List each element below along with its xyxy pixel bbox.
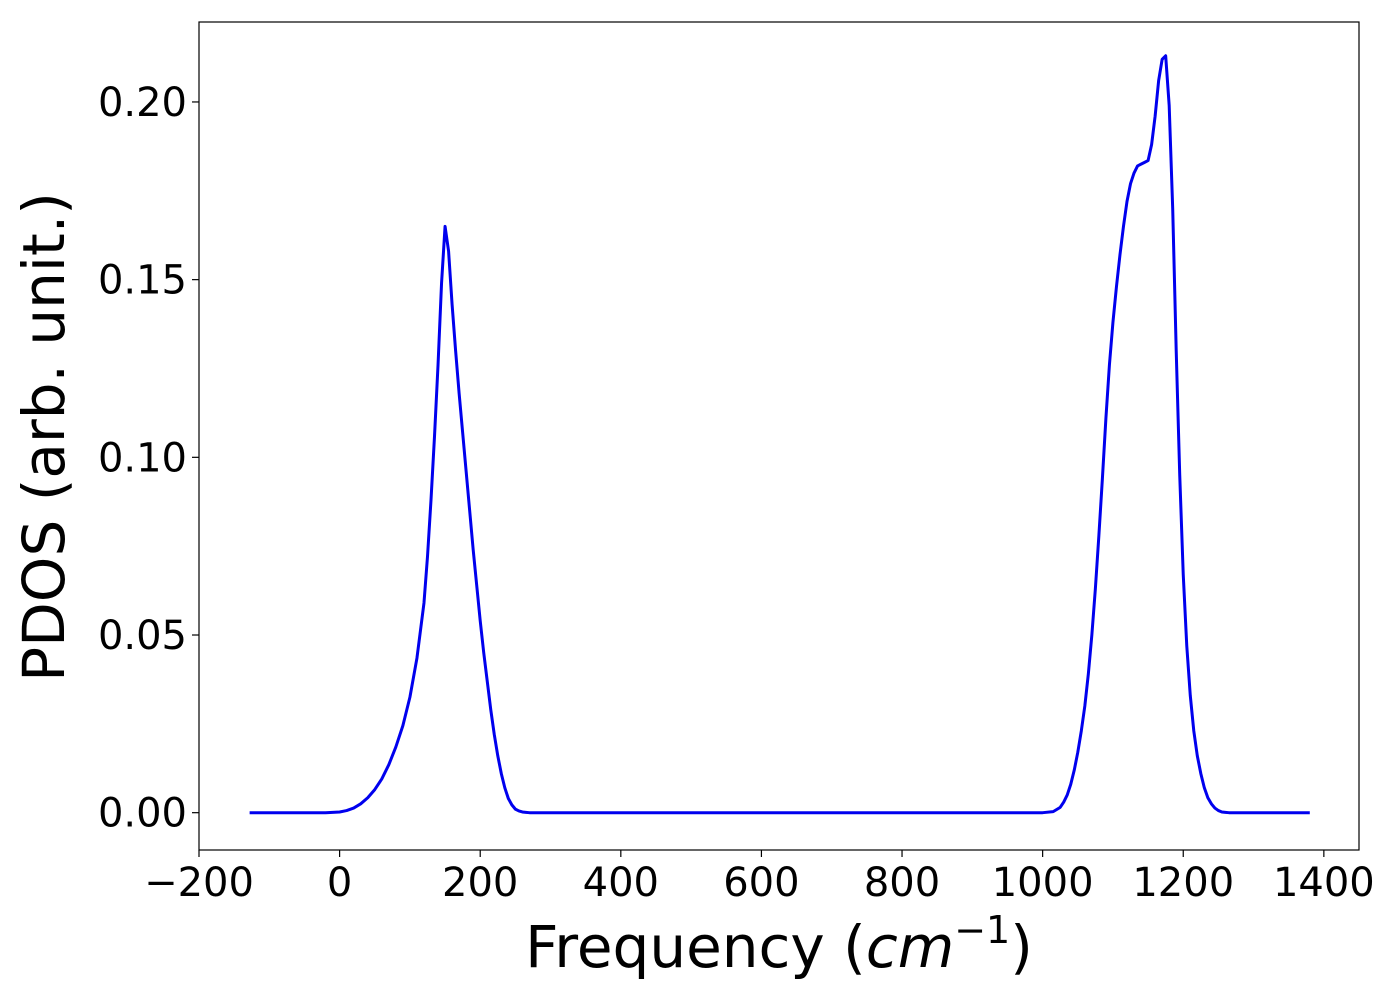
y-tick-label: 0.15 <box>98 258 187 304</box>
x-tick-label: 1000 <box>992 860 1094 906</box>
x-tick-label: −200 <box>144 860 254 906</box>
y-tick-label: 0.00 <box>98 791 187 837</box>
plot-area <box>249 54 1310 815</box>
series-line-0 <box>249 54 1310 815</box>
x-axis: −200 0 200 400 600 800 1000 1200 1400 <box>144 850 1375 906</box>
axes-frame <box>198 21 1360 851</box>
y-tick-label: 0.05 <box>98 613 187 659</box>
y-tick-label: 0.10 <box>98 435 187 481</box>
x-tick-label: 800 <box>864 860 940 906</box>
x-tick-label: 1400 <box>1273 860 1375 906</box>
x-axis-label: Frequency (cm−1) <box>525 908 1033 981</box>
x-tick-label: 200 <box>442 860 518 906</box>
y-axis-label: PDOS (arb. unit.) <box>10 192 78 682</box>
x-tick-label: 600 <box>723 860 799 906</box>
x-tick-label: 400 <box>583 860 659 906</box>
x-tick-label: 0 <box>327 860 352 906</box>
x-tick-label: 1200 <box>1132 860 1234 906</box>
y-axis: 0.00 0.05 0.10 0.15 0.20 <box>98 80 199 837</box>
y-tick-label: 0.20 <box>98 80 187 126</box>
